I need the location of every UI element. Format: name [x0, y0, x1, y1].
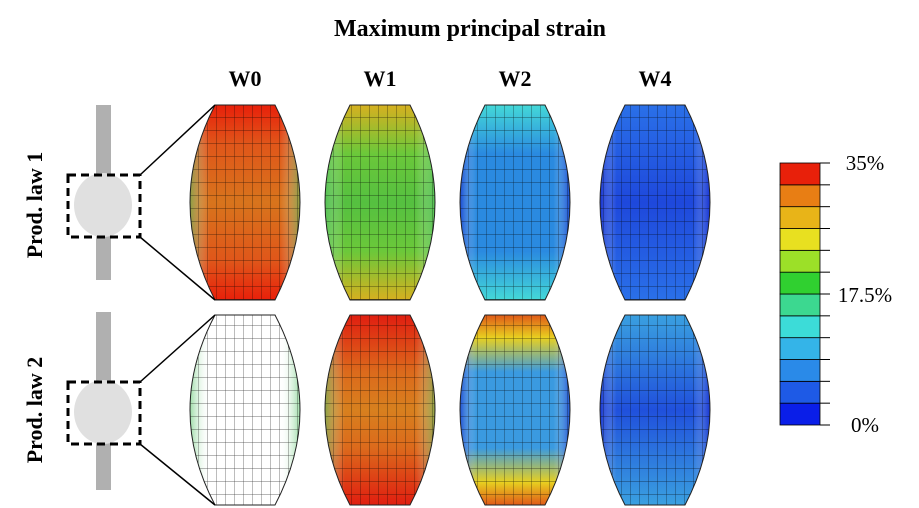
- mesh: [460, 315, 570, 505]
- colorbar: [780, 163, 830, 425]
- contour-plots: [190, 105, 710, 505]
- colorbar-label: 0%: [851, 413, 879, 437]
- colorbar-segment: [780, 250, 820, 272]
- colorbar-segment: [780, 403, 820, 425]
- column-label: W2: [499, 66, 532, 91]
- colorbar-segment: [780, 316, 820, 338]
- mesh: [190, 315, 300, 505]
- mesh: [325, 105, 435, 300]
- colorbar-label: 35%: [846, 151, 885, 175]
- colorbar-segment: [780, 163, 820, 185]
- mesh: [190, 105, 300, 300]
- title: Maximum principal strain: [334, 16, 606, 42]
- colorbar-segment: [780, 229, 820, 251]
- colorbar-segment: [780, 338, 820, 360]
- mesh: [325, 315, 435, 505]
- column-label: W0: [229, 66, 262, 91]
- figure: Maximum principal strain W0 W1 W2 W4 Pro…: [0, 0, 919, 508]
- colorbar-segment: [780, 207, 820, 229]
- row-label: Prod. law 1: [22, 152, 47, 259]
- mesh: [460, 105, 570, 300]
- row-label: Prod. law 2: [22, 357, 47, 464]
- mesh: [600, 315, 710, 505]
- mesh: [600, 105, 710, 300]
- colorbar-segment: [780, 294, 820, 316]
- colorbar-label: 17.5%: [838, 283, 892, 307]
- column-label: W4: [639, 66, 672, 91]
- column-label: W1: [364, 66, 397, 91]
- colorbar-segment: [780, 381, 820, 403]
- colorbar-segment: [780, 272, 820, 294]
- colorbar-segment: [780, 360, 820, 382]
- colorbar-segment: [780, 185, 820, 207]
